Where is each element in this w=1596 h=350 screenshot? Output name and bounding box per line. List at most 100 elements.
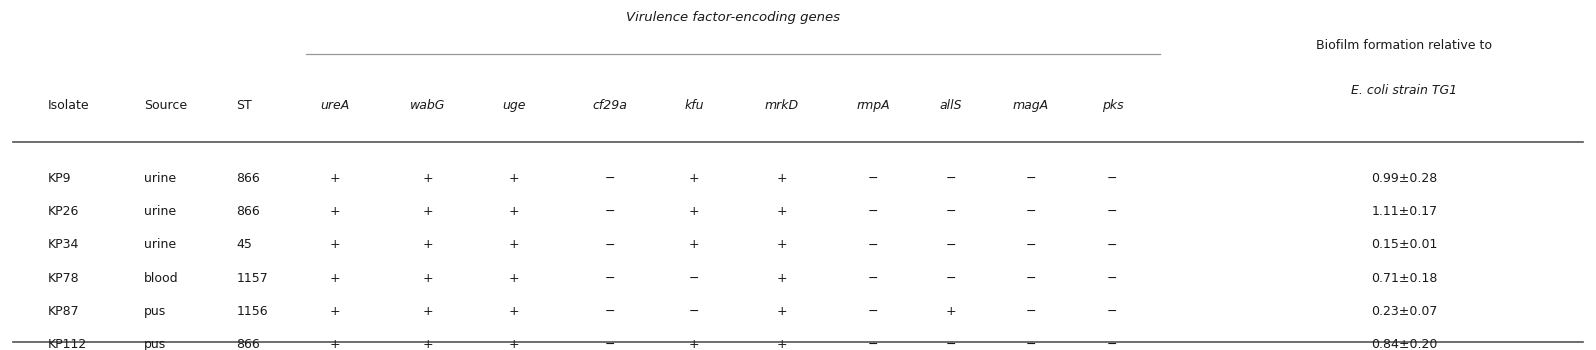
Text: +: +	[509, 238, 519, 252]
Text: +: +	[689, 338, 699, 350]
Text: −: −	[1108, 272, 1117, 285]
Text: Source: Source	[144, 98, 187, 112]
Text: +: +	[777, 305, 787, 318]
Text: +: +	[509, 172, 519, 185]
Text: −: −	[1026, 305, 1036, 318]
Text: kfu: kfu	[685, 98, 704, 112]
Text: −: −	[868, 205, 878, 218]
Text: −: −	[1026, 338, 1036, 350]
Text: wabG: wabG	[410, 98, 445, 112]
Text: +: +	[330, 338, 340, 350]
Text: −: −	[1026, 172, 1036, 185]
Text: −: −	[605, 238, 614, 252]
Text: −: −	[605, 305, 614, 318]
Text: −: −	[605, 338, 614, 350]
Text: 866: 866	[236, 338, 260, 350]
Text: +: +	[423, 338, 433, 350]
Text: 866: 866	[236, 205, 260, 218]
Text: 1.11±0.17: 1.11±0.17	[1371, 205, 1438, 218]
Text: KP78: KP78	[48, 272, 80, 285]
Text: allS: allS	[940, 98, 962, 112]
Text: magA: magA	[1013, 98, 1049, 112]
Text: 0.71±0.18: 0.71±0.18	[1371, 272, 1438, 285]
Text: ST: ST	[236, 98, 252, 112]
Text: KP9: KP9	[48, 172, 72, 185]
Text: +: +	[777, 272, 787, 285]
Text: −: −	[946, 338, 956, 350]
Text: +: +	[777, 172, 787, 185]
Text: −: −	[689, 272, 699, 285]
Text: +: +	[330, 305, 340, 318]
Text: −: −	[1108, 338, 1117, 350]
Text: uge: uge	[503, 98, 525, 112]
Text: mrkD: mrkD	[764, 98, 800, 112]
Text: −: −	[605, 172, 614, 185]
Text: −: −	[946, 172, 956, 185]
Text: blood: blood	[144, 272, 179, 285]
Text: −: −	[868, 305, 878, 318]
Text: Biofilm formation relative to: Biofilm formation relative to	[1317, 39, 1492, 52]
Text: −: −	[946, 272, 956, 285]
Text: −: −	[1026, 272, 1036, 285]
Text: −: −	[605, 205, 614, 218]
Text: KP87: KP87	[48, 305, 80, 318]
Text: +: +	[777, 205, 787, 218]
Text: +: +	[777, 238, 787, 252]
Text: −: −	[946, 205, 956, 218]
Text: pus: pus	[144, 305, 166, 318]
Text: KP26: KP26	[48, 205, 80, 218]
Text: E. coli strain TG1: E. coli strain TG1	[1352, 84, 1457, 98]
Text: −: −	[689, 305, 699, 318]
Text: +: +	[509, 305, 519, 318]
Text: +: +	[423, 172, 433, 185]
Text: +: +	[423, 305, 433, 318]
Text: KP112: KP112	[48, 338, 88, 350]
Text: 1156: 1156	[236, 305, 268, 318]
Text: 0.84±0.20: 0.84±0.20	[1371, 338, 1438, 350]
Text: +: +	[330, 172, 340, 185]
Text: +: +	[330, 272, 340, 285]
Text: +: +	[777, 338, 787, 350]
Text: pus: pus	[144, 338, 166, 350]
Text: ureA: ureA	[321, 98, 350, 112]
Text: Virulence factor-encoding genes: Virulence factor-encoding genes	[626, 12, 841, 24]
Text: 45: 45	[236, 238, 252, 252]
Text: +: +	[423, 238, 433, 252]
Text: −: −	[868, 238, 878, 252]
Text: 866: 866	[236, 172, 260, 185]
Text: +: +	[423, 205, 433, 218]
Text: +: +	[509, 272, 519, 285]
Text: −: −	[1026, 238, 1036, 252]
Text: +: +	[946, 305, 956, 318]
Text: 0.99±0.28: 0.99±0.28	[1371, 172, 1438, 185]
Text: +: +	[689, 238, 699, 252]
Text: +: +	[509, 205, 519, 218]
Text: −: −	[946, 238, 956, 252]
Text: −: −	[1108, 205, 1117, 218]
Text: +: +	[689, 172, 699, 185]
Text: 1157: 1157	[236, 272, 268, 285]
Text: urine: urine	[144, 238, 176, 252]
Text: 0.23±0.07: 0.23±0.07	[1371, 305, 1438, 318]
Text: −: −	[1108, 305, 1117, 318]
Text: 0.15±0.01: 0.15±0.01	[1371, 238, 1438, 252]
Text: KP34: KP34	[48, 238, 80, 252]
Text: rmpA: rmpA	[855, 98, 891, 112]
Text: +: +	[330, 205, 340, 218]
Text: −: −	[868, 172, 878, 185]
Text: Isolate: Isolate	[48, 98, 89, 112]
Text: −: −	[868, 272, 878, 285]
Text: −: −	[1108, 238, 1117, 252]
Text: +: +	[509, 338, 519, 350]
Text: +: +	[689, 205, 699, 218]
Text: −: −	[1108, 172, 1117, 185]
Text: urine: urine	[144, 205, 176, 218]
Text: −: −	[1026, 205, 1036, 218]
Text: −: −	[868, 338, 878, 350]
Text: cf29a: cf29a	[592, 98, 627, 112]
Text: urine: urine	[144, 172, 176, 185]
Text: −: −	[605, 272, 614, 285]
Text: +: +	[423, 272, 433, 285]
Text: pks: pks	[1101, 98, 1124, 112]
Text: +: +	[330, 238, 340, 252]
